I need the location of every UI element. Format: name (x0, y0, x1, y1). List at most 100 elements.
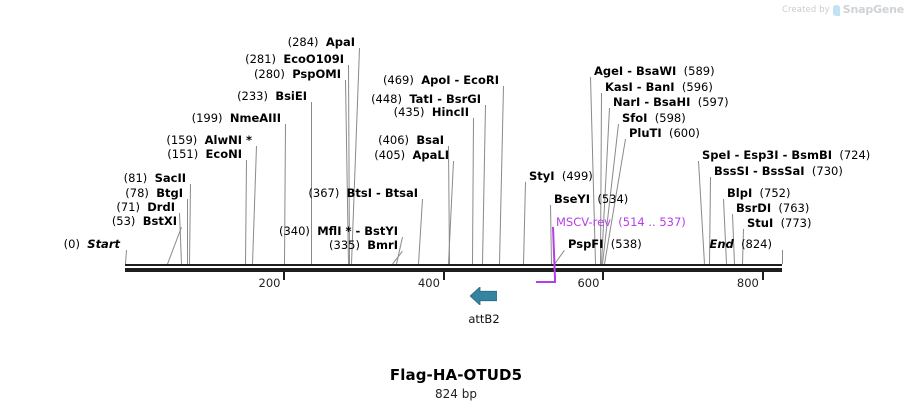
leader-line-btsi (418, 199, 423, 265)
enzyme-label-stui[interactable]: StuI (773) (747, 217, 812, 230)
enzyme-label-pluti[interactable]: PluTI (600) (629, 127, 700, 140)
enzyme-label-apali[interactable]: (405) ApaLI (374, 149, 449, 162)
enzyme-name: BseYI (554, 192, 591, 206)
enzyme-name: KasI - BanI (605, 80, 675, 94)
terminal-label-start[interactable]: (0) Start (64, 238, 120, 251)
enzyme-name: BssSI - BssSaI (714, 164, 805, 178)
enzyme-position: (233) (237, 89, 268, 103)
enzyme-label-pspomi[interactable]: (280) PspOMI (254, 68, 341, 81)
enzyme-label-drdi[interactable]: (71) DrdI (116, 201, 175, 214)
enzyme-position: (597) (697, 95, 729, 109)
enzyme-position: (367) (308, 186, 340, 200)
enzyme-label-bsai[interactable]: (406) BsaI (378, 134, 444, 147)
leader-line-tati (482, 105, 486, 265)
terminal-label-end[interactable]: End (824) (709, 238, 772, 251)
enzyme-label-nari[interactable]: NarI - BsaHI (597) (613, 96, 729, 109)
enzyme-position: (534) (597, 192, 629, 206)
enzyme-label-bsrdi[interactable]: BsrDI (763) (736, 202, 809, 215)
enzyme-name: HincII (431, 105, 469, 119)
enzyme-position: (335) (329, 238, 360, 252)
enzyme-position: (280) (253, 67, 285, 81)
enzyme-name: SacII (154, 171, 186, 185)
enzyme-position: (151) (167, 147, 199, 161)
enzyme-label-nmeaiii[interactable]: (199) NmeAIII (192, 112, 281, 125)
primer-bar[interactable] (536, 281, 554, 283)
enzyme-position: (596) (681, 80, 713, 94)
leader-line-drdi (179, 212, 182, 264)
enzyme-name: PspFI (568, 237, 604, 251)
terminal-name: End (709, 237, 734, 251)
enzyme-label-bstxi[interactable]: (53) BstXI (112, 215, 177, 228)
enzyme-label-styi[interactable]: StyI (499) (529, 170, 593, 183)
leader-line-styi (523, 182, 526, 265)
enzyme-name: AgeI - BsaWI (594, 64, 677, 78)
enzyme-label-apoi[interactable]: (469) ApoI - EcoRI (383, 74, 499, 87)
leader-line-start (125, 250, 127, 265)
construct-title: Flag-HA-OTUD5 (389, 366, 523, 384)
ruler-tick (283, 271, 286, 280)
leader-line-econi (245, 160, 247, 265)
enzyme-label-mfli[interactable]: (340) MflI * - BstYI (279, 225, 398, 238)
leader-line-btgi (187, 199, 188, 264)
enzyme-label-btsi[interactable]: (367) BtsI - BtsaI (308, 187, 418, 200)
enzyme-label-econi[interactable]: (151) EcoNI (167, 148, 242, 161)
construct-length: 824 bp (435, 387, 477, 401)
enzyme-label-btgi[interactable]: (78) BtgI (125, 187, 183, 200)
enzyme-label-tati[interactable]: (448) TatI - BsrGI (371, 93, 481, 106)
enzyme-position: (589) (683, 64, 715, 78)
ruler-tick-label: 400 (417, 276, 440, 290)
enzyme-name: StyI (529, 169, 555, 183)
enzyme-name: BtsI - BtsaI (346, 186, 418, 200)
enzyme-name: BstXI (142, 214, 177, 228)
enzyme-name: BlpI (727, 186, 753, 200)
ruler-tick-label: 800 (736, 276, 759, 290)
enzyme-name: BsrDI (736, 201, 772, 215)
watermark-brand: SnapGene (842, 3, 904, 16)
enzyme-label-bsssi[interactable]: BssSI - BssSaI (730) (714, 165, 843, 178)
enzyme-label-bsiei[interactable]: (233) BsiEI (237, 90, 307, 103)
enzyme-position: (81) (123, 171, 148, 185)
primer-label-mscv-rev[interactable]: MSCV-rev (514 .. 537) (556, 215, 686, 229)
map-footer: Flag-HA-OTUD5 824 bp (0, 366, 912, 401)
enzyme-name: MflI * - BstYI (317, 224, 398, 238)
enzyme-name: TatI - BsrGI (409, 92, 481, 106)
enzyme-position: (71) (116, 200, 140, 214)
enzyme-label-apai[interactable]: (284) ApaI (288, 36, 355, 49)
enzyme-label-bseyi[interactable]: BseYI (534) (554, 193, 628, 206)
feature-arrow-attb2[interactable] (470, 287, 497, 305)
leader-line-alwni (252, 146, 257, 265)
enzyme-position: (763) (778, 201, 810, 215)
leader-line-bsiei (311, 102, 312, 264)
enzyme-label-ecoo109i[interactable]: (281) EcoO109I (245, 53, 344, 66)
enzyme-label-alwni[interactable]: (159) AlwNI * (166, 134, 252, 147)
enzyme-position: (469) (382, 73, 414, 87)
enzyme-label-bmri[interactable]: (335) BmrI (329, 239, 398, 252)
sequence-backbone[interactable] (125, 267, 782, 272)
leader-line-hincii (472, 118, 474, 265)
enzyme-name: NmeAIII (229, 111, 281, 125)
enzyme-name: AlwNI * (204, 133, 252, 147)
enzyme-label-sacii[interactable]: (81) SacII (124, 172, 186, 185)
enzyme-label-agei[interactable]: AgeI - BsaWI (589) (594, 65, 715, 78)
enzyme-name: SfoI (622, 111, 648, 125)
enzyme-name: BtgI (156, 186, 183, 200)
enzyme-position: (499) (561, 169, 593, 183)
enzyme-label-blpi[interactable]: BlpI (752) (727, 187, 790, 200)
enzyme-position: (340) (278, 224, 310, 238)
enzyme-label-sfoi[interactable]: SfoI (598) (622, 112, 686, 125)
ruler-tick (602, 271, 605, 280)
primer-end-tick (554, 275, 556, 283)
feature-label-attb2[interactable]: attB2 (468, 312, 500, 326)
enzyme-label-spei[interactable]: SpeI - Esp3I - BsmBI (724) (702, 149, 870, 162)
enzyme-name: SpeI - Esp3I - BsmBI (702, 148, 833, 162)
leader-line-apoi (499, 86, 504, 265)
enzyme-label-hincii[interactable]: (435) HincII (394, 106, 469, 119)
enzyme-name: PluTI (629, 126, 662, 140)
enzyme-name: PspOMI (292, 67, 341, 81)
enzyme-name: BsaI (416, 133, 444, 147)
enzyme-label-kasi[interactable]: KasI - BanI (596) (605, 81, 713, 94)
enzyme-label-pspfi[interactable]: PspFI (538) (568, 238, 642, 251)
enzyme-name: ApoI - EcoRI (421, 73, 499, 87)
leader-line-pspfi (554, 250, 565, 265)
